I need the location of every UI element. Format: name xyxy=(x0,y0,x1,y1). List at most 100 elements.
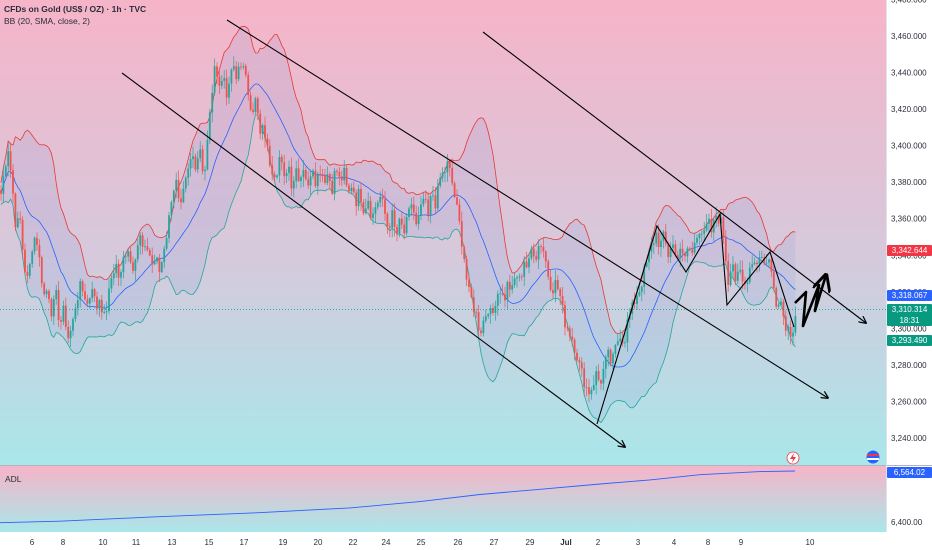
time-tick-label: 9 xyxy=(739,538,744,547)
candle xyxy=(252,102,254,115)
candle xyxy=(664,223,667,247)
candle xyxy=(588,379,590,403)
candle xyxy=(314,162,317,189)
candle xyxy=(33,236,36,255)
lightning-icon[interactable] xyxy=(786,451,800,465)
candle xyxy=(597,364,600,382)
candle xyxy=(388,222,391,238)
instrument-title[interactable]: CFDs on Gold (US$ / OZ) · 1h · TVC xyxy=(4,4,147,14)
price-tick-label: 3,240.000 xyxy=(891,434,927,443)
candle xyxy=(715,206,718,228)
candle xyxy=(158,254,161,283)
candle xyxy=(21,216,24,260)
price-tick-label: 3,440.000 xyxy=(891,69,927,78)
candle xyxy=(520,273,523,281)
candle xyxy=(196,151,199,174)
candle xyxy=(309,169,312,195)
flag-icon[interactable] xyxy=(866,450,880,464)
candle xyxy=(218,70,221,94)
candle xyxy=(652,239,655,254)
candle xyxy=(585,378,588,397)
candle xyxy=(312,168,314,180)
channel-upper-line[interactable] xyxy=(226,19,828,398)
price-axis-background[interactable] xyxy=(886,0,932,532)
candle xyxy=(674,240,677,257)
channel-lower-line[interactable] xyxy=(121,72,625,447)
candle xyxy=(544,250,547,268)
candle xyxy=(748,262,751,285)
candle xyxy=(537,239,540,269)
candle xyxy=(146,237,149,252)
time-tick-label: 27 xyxy=(490,538,499,547)
time-axis-background[interactable] xyxy=(0,532,932,550)
candle xyxy=(280,154,283,171)
candle xyxy=(307,171,310,189)
zigzag-pattern[interactable] xyxy=(596,212,795,425)
candle xyxy=(453,181,456,199)
candle xyxy=(727,253,730,292)
candle xyxy=(2,166,5,203)
candle xyxy=(472,289,475,318)
candle xyxy=(24,243,26,275)
projection-arrow[interactable] xyxy=(794,275,826,328)
candle xyxy=(650,237,653,259)
time-tick-label: 20 xyxy=(314,538,323,547)
candle xyxy=(4,163,7,178)
candle xyxy=(705,214,708,232)
time-tick-label: 19 xyxy=(279,538,288,547)
candle xyxy=(672,235,674,254)
candle xyxy=(261,123,264,141)
candle xyxy=(619,329,622,343)
candle xyxy=(487,312,490,319)
candle xyxy=(316,171,319,195)
candle xyxy=(228,76,230,104)
adl-value-tag: 6,564.02 xyxy=(887,467,932,478)
candle xyxy=(283,154,286,185)
candle xyxy=(770,257,773,278)
candle xyxy=(12,164,14,203)
candle xyxy=(540,244,542,254)
candle xyxy=(144,239,146,252)
candle xyxy=(117,259,120,286)
candle xyxy=(614,343,617,358)
last-price-value: 3,310.314 xyxy=(891,305,928,315)
candle xyxy=(43,281,46,297)
candle xyxy=(480,327,482,337)
bar-countdown: 18:31 xyxy=(899,316,920,326)
trendline-drawings[interactable] xyxy=(121,19,866,447)
candle xyxy=(504,286,506,308)
candle xyxy=(230,68,233,92)
candle xyxy=(784,310,787,337)
adl-legend[interactable]: ADL xyxy=(5,474,22,484)
candle xyxy=(696,234,698,246)
candle xyxy=(516,275,518,288)
candle xyxy=(607,346,610,367)
candle xyxy=(180,189,182,210)
candle xyxy=(760,250,763,259)
candle xyxy=(16,211,19,229)
candle xyxy=(703,221,706,240)
candle xyxy=(36,232,38,251)
candle xyxy=(79,278,82,308)
price-tick-label: 3,300.000 xyxy=(891,324,927,333)
candle xyxy=(168,211,170,244)
candle xyxy=(350,183,353,195)
outer-trendline[interactable] xyxy=(482,31,866,323)
time-tick-label: 25 xyxy=(417,538,426,547)
time-tick-label: 8 xyxy=(706,538,711,547)
candle xyxy=(52,295,55,325)
candle xyxy=(468,273,470,293)
candle xyxy=(108,279,110,315)
candle xyxy=(302,160,305,187)
candle xyxy=(386,211,389,234)
candle xyxy=(592,375,595,391)
indicator-legend[interactable]: BB (20, SMA, close, 2) xyxy=(4,16,90,26)
candle xyxy=(686,246,689,263)
candle xyxy=(408,206,410,221)
candle xyxy=(172,189,175,209)
candle xyxy=(57,281,60,328)
candle xyxy=(295,160,298,189)
candle xyxy=(460,211,463,255)
candle xyxy=(304,166,307,181)
